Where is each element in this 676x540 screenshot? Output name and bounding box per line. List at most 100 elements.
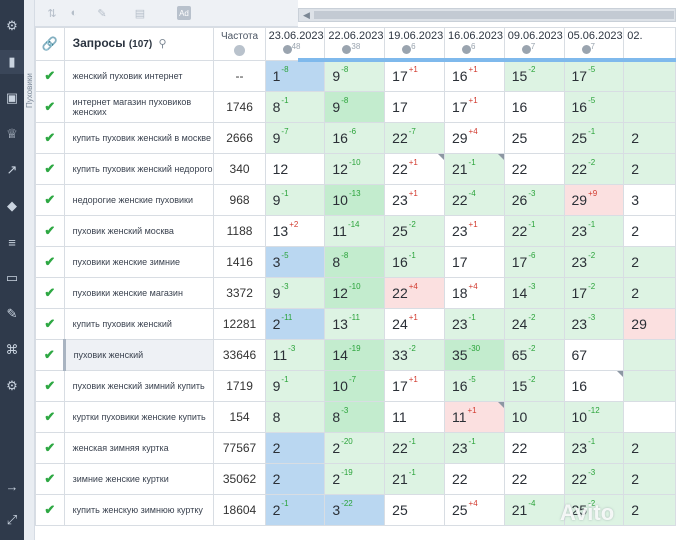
toggle-icon[interactable]: ◐ xyxy=(70,7,78,19)
position-cell[interactable]: 12 xyxy=(264,153,326,185)
position-cell[interactable]: 22 xyxy=(503,432,565,464)
network-icon[interactable]: ⌘ xyxy=(5,342,19,357)
position-cell[interactable]: 65-2 xyxy=(503,339,565,371)
position-cell[interactable]: 12-10 xyxy=(324,153,386,185)
position-cell[interactable]: 25-1 xyxy=(563,122,625,154)
row-check-cell[interactable]: ✔ xyxy=(35,339,65,371)
position-cell[interactable]: 18+4 xyxy=(443,277,505,309)
position-cell[interactable]: 22 xyxy=(503,153,565,185)
check-icon[interactable]: ✔ xyxy=(44,502,56,517)
monitor-icon[interactable]: ▣ xyxy=(5,90,19,105)
table-row[interactable]: ✔ пуховик женский москва 1188 13+2 11-14 25-2… xyxy=(35,215,676,247)
position-cell[interactable]: 10-13 xyxy=(324,184,386,216)
position-cell[interactable]: 14-3 xyxy=(503,277,565,309)
position-cell[interactable]: 2-20 xyxy=(324,432,386,464)
position-cell[interactable]: 17-6 xyxy=(503,246,565,278)
check-icon[interactable]: ✔ xyxy=(43,347,55,362)
position-cell[interactable]: 17-5 xyxy=(563,60,625,92)
position-cell[interactable]: 9-8 xyxy=(324,60,386,92)
position-cell[interactable]: 2 xyxy=(623,432,676,464)
check-icon[interactable]: ✔ xyxy=(44,316,56,331)
position-cell[interactable]: 25 xyxy=(384,494,445,526)
position-cell[interactable]: 11+1 xyxy=(443,401,505,433)
position-cell[interactable]: 17-2 xyxy=(563,277,625,309)
link-icon[interactable]: ✎ xyxy=(97,7,107,20)
row-check-cell[interactable]: ✔ xyxy=(35,153,65,185)
position-cell[interactable]: 22+4 xyxy=(384,277,445,309)
check-icon[interactable]: ✔ xyxy=(44,223,56,238)
position-cell[interactable]: 25-2 xyxy=(384,215,445,247)
position-cell[interactable]: 23-1 xyxy=(443,432,505,464)
edit-icon[interactable]: ✎ xyxy=(6,306,18,321)
query-cell[interactable]: женская зимняя куртка xyxy=(63,432,215,464)
badge-icon[interactable]: Ad xyxy=(177,6,191,20)
position-cell[interactable]: 35-30 xyxy=(443,339,505,371)
row-check-cell[interactable]: ✔ xyxy=(35,184,65,216)
position-cell[interactable]: 21-4 xyxy=(503,494,565,526)
settings-icon[interactable]: ⚙ xyxy=(6,18,18,33)
position-cell[interactable]: 22-2 xyxy=(563,153,625,185)
query-cell[interactable]: пуховики женские магазин xyxy=(63,277,215,309)
position-cell[interactable]: 2 xyxy=(623,463,676,495)
query-cell[interactable]: зимние женские куртки xyxy=(63,463,215,495)
check-icon[interactable]: ✔ xyxy=(44,68,56,83)
position-cell[interactable]: 3-5 xyxy=(264,246,326,278)
position-cell[interactable]: 23-2 xyxy=(563,246,625,278)
chart-icon[interactable]: ▮ xyxy=(0,50,24,74)
position-cell[interactable]: 10-12 xyxy=(563,401,625,433)
position-cell[interactable]: 16-5 xyxy=(563,91,625,123)
position-cell[interactable] xyxy=(623,60,676,92)
position-cell[interactable]: 22-1 xyxy=(503,215,565,247)
position-cell[interactable]: 17 xyxy=(443,246,505,278)
table-row[interactable]: ✔ купить пуховик женский в москве 2666 9-7 1… xyxy=(35,122,676,154)
query-cell[interactable]: куртки пуховики женские купить xyxy=(63,401,215,433)
query-cell[interactable]: пуховик женский зимний купить xyxy=(63,370,215,402)
position-cell[interactable]: 23-1 xyxy=(443,308,505,340)
table-row[interactable]: ✔ куртки пуховики женские купить 154 8 8-3 11… xyxy=(35,401,676,433)
search-icon[interactable]: ⚲ xyxy=(158,38,167,50)
date-column-header[interactable]: 22.06.2023 38 xyxy=(324,27,386,61)
query-cell[interactable]: пуховик женский москва xyxy=(63,215,215,247)
query-column-header[interactable]: Запросы (107) ⚲ xyxy=(63,27,215,61)
position-cell[interactable]: 15-2 xyxy=(503,60,565,92)
position-cell[interactable]: 13-11 xyxy=(324,308,386,340)
position-cell[interactable]: 2 xyxy=(623,246,676,278)
position-cell[interactable]: 8-3 xyxy=(324,401,386,433)
position-cell[interactable]: 22-3 xyxy=(563,463,625,495)
table-row[interactable]: ✔ пуховик женский зимний купить 1719 9-1 10-… xyxy=(35,370,676,402)
row-check-cell[interactable]: ✔ xyxy=(35,308,65,340)
position-cell[interactable]: 2 xyxy=(623,122,676,154)
position-cell[interactable]: 29 xyxy=(623,308,676,340)
query-cell[interactable]: недорогие женские пуховики xyxy=(63,184,215,216)
position-cell[interactable]: 11-14 xyxy=(324,215,386,247)
table-row[interactable]: ✔ зимние женские куртки 35062 2 2-19 21-1 22 22… xyxy=(35,463,676,495)
position-cell[interactable]: 8-8 xyxy=(324,246,386,278)
row-check-cell[interactable]: ✔ xyxy=(35,401,65,433)
position-cell[interactable]: 16 xyxy=(563,370,625,402)
position-cell[interactable]: 26-3 xyxy=(503,184,565,216)
position-cell[interactable]: 2-1 xyxy=(264,494,326,526)
position-cell[interactable]: 22-1 xyxy=(384,432,445,464)
query-cell[interactable]: женский пуховик интернет xyxy=(63,60,215,92)
table-row[interactable]: ✔ женская зимняя куртка 77567 2 2-20 22-1 23-1… xyxy=(35,432,676,464)
table-row[interactable]: ✔ недорогие женские пуховики 968 9-1 10-13 23… xyxy=(35,184,676,216)
row-check-cell[interactable]: ✔ xyxy=(35,60,65,92)
position-cell[interactable]: 10 xyxy=(503,401,565,433)
position-cell[interactable]: 16 xyxy=(503,91,565,123)
position-cell[interactable]: 21-1 xyxy=(384,463,445,495)
position-cell[interactable]: 9-3 xyxy=(264,277,326,309)
link-column-header[interactable]: 🔗 xyxy=(35,27,65,61)
position-cell[interactable] xyxy=(623,339,676,371)
sort-icon[interactable]: ⇅ xyxy=(47,7,57,20)
query-cell[interactable]: интернет магазин пуховиков женских xyxy=(63,91,215,123)
position-cell[interactable]: 22 xyxy=(443,463,505,495)
position-cell[interactable]: 12-10 xyxy=(324,277,386,309)
position-cell[interactable] xyxy=(623,91,676,123)
row-check-cell[interactable]: ✔ xyxy=(35,91,65,123)
row-check-cell[interactable]: ✔ xyxy=(35,246,65,278)
position-cell[interactable]: 33-2 xyxy=(384,339,445,371)
scroll-left-icon[interactable]: ◀ xyxy=(303,10,310,20)
link-icon[interactable]: 🔗 xyxy=(41,36,58,51)
position-cell[interactable] xyxy=(623,401,676,433)
query-cell[interactable]: купить женскую зимнюю куртку xyxy=(63,494,215,526)
